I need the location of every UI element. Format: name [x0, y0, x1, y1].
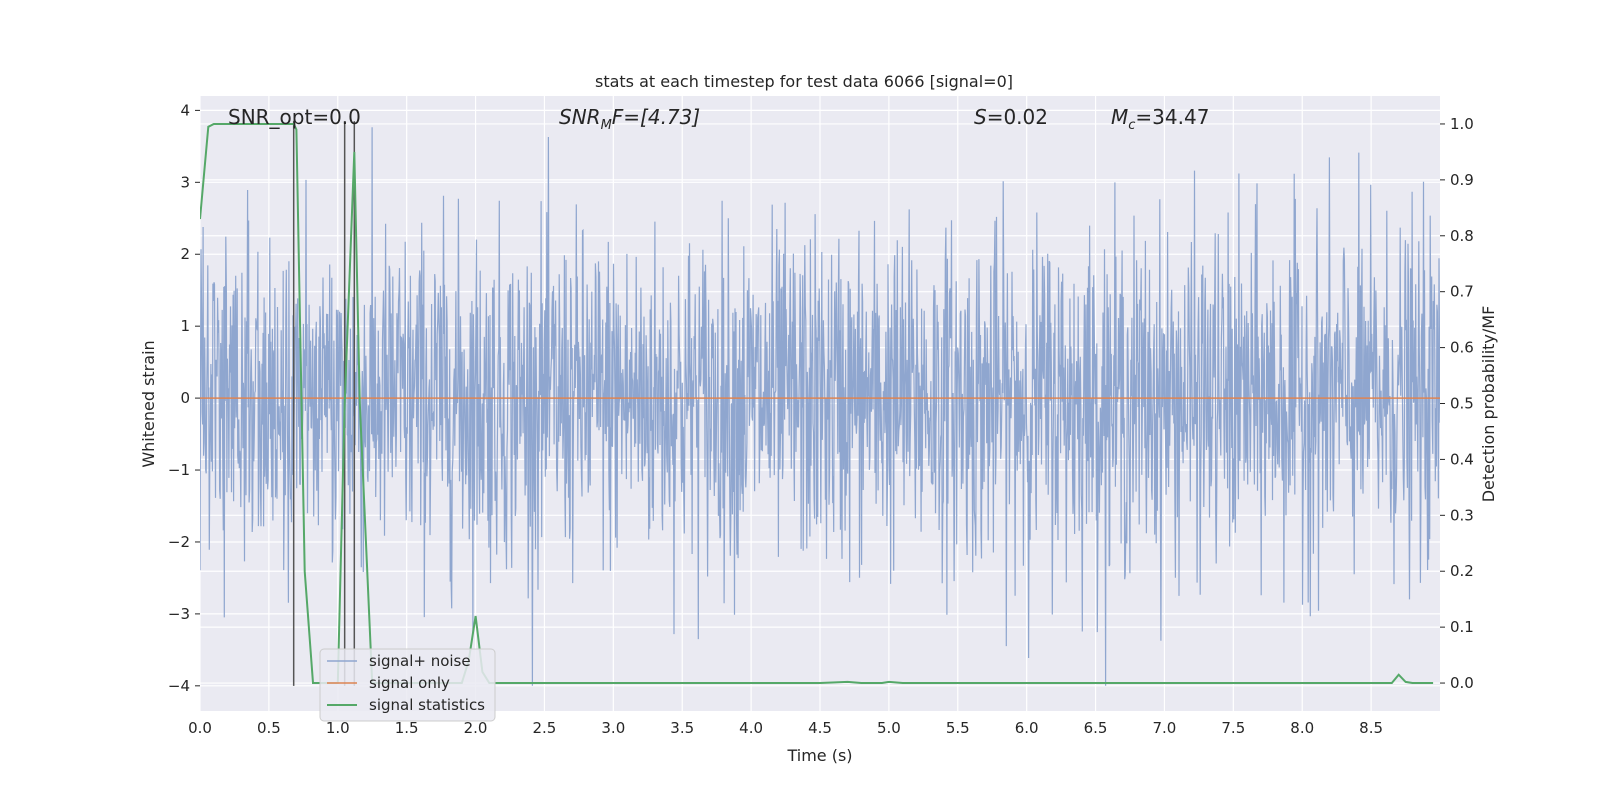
x-tick-label: 4.5 — [808, 719, 832, 737]
x-tick-label: 7.5 — [1221, 719, 1245, 737]
x-tick-label: 2.0 — [464, 719, 488, 737]
y-right-tick-label: 0.8 — [1450, 227, 1474, 245]
chart-title: stats at each timestep for test data 606… — [595, 72, 1013, 91]
x-tick-label: 7.0 — [1153, 719, 1177, 737]
x-tick-label: 6.0 — [1015, 719, 1039, 737]
y-left-tick-label: 0 — [180, 389, 190, 407]
y-right-tick-labels: 1.0 0.9 0.8 0.7 0.6 0.5 0.4 0.3 0.2 0.1 0.0 — [1440, 115, 1474, 692]
annotation-s: S=0.02 — [974, 105, 1048, 129]
y-left-tick-label: 2 — [180, 245, 190, 263]
y-right-tick-label: 0.3 — [1450, 506, 1474, 524]
y-right-tick-label: 0.5 — [1450, 395, 1474, 413]
y-left-tick-label: 3 — [180, 173, 190, 191]
x-axis-label: Time (s) — [786, 746, 852, 765]
annotation-snr-opt: SNR_opt=0.0 — [228, 105, 361, 129]
x-tick-labels: 0.0 0.5 1.0 1.5 2.0 2.5 3.0 3.5 4.0 4.5 5.0 5.5 6.0 6… — [188, 719, 1383, 737]
y-right-tick-label: 0.0 — [1450, 674, 1474, 692]
x-tick-label: 5.0 — [877, 719, 901, 737]
x-tick-label: 0.0 — [188, 719, 212, 737]
y-right-tick-label: 0.4 — [1450, 450, 1474, 468]
x-tick-label: 6.5 — [1084, 719, 1108, 737]
x-tick-label: 8.0 — [1290, 719, 1314, 737]
annotation-mc: Mc=34.47 — [1111, 105, 1209, 133]
x-tick-label: 3.0 — [601, 719, 625, 737]
y-left-tick-label: 1 — [180, 317, 190, 335]
legend-label-signal-statistics: signal statistics — [369, 696, 485, 714]
y-right-tick-label: 1.0 — [1450, 115, 1474, 133]
x-tick-label: 0.5 — [257, 719, 281, 737]
x-tick-label: 1.0 — [326, 719, 350, 737]
y-right-tick-label: 0.7 — [1450, 283, 1474, 301]
y-left-tick-label: −3 — [168, 605, 190, 623]
y-left-tick-label: −4 — [168, 677, 190, 695]
y-right-axis-label: Detection probability/MF — [1479, 306, 1498, 503]
x-tick-label: 5.5 — [946, 719, 970, 737]
y-right-tick-label: 0.2 — [1450, 562, 1474, 580]
series-signal-noise — [200, 127, 1440, 686]
x-tick-label: 8.5 — [1359, 719, 1383, 737]
y-right-tick-label: 0.6 — [1450, 339, 1474, 357]
legend-label-signal-noise: signal+ noise — [369, 652, 471, 670]
legend-box — [319, 648, 496, 722]
y-left-axis-label: Whitened strain — [139, 340, 158, 467]
x-tick-label: 2.5 — [533, 719, 557, 737]
y-right-tick-label: 0.9 — [1450, 171, 1474, 189]
y-left-tick-label: 4 — [180, 101, 190, 119]
y-right-tick-label: 0.1 — [1450, 618, 1474, 636]
legend: signal+ noise signal only signal statist… — [319, 648, 496, 722]
x-tick-label: 4.0 — [739, 719, 763, 737]
x-tick-label: 3.5 — [670, 719, 694, 737]
x-tick-label: 1.5 — [395, 719, 419, 737]
y-left-tick-label: −1 — [168, 461, 190, 479]
y-left-tick-labels: 4 3 2 1 0 −1 −2 −3 −4 — [168, 101, 200, 695]
legend-label-signal-only: signal only — [369, 674, 450, 692]
y-left-tick-label: −2 — [168, 533, 190, 551]
annotation-snr-mf: SNRMF=[4.73] — [559, 105, 700, 133]
